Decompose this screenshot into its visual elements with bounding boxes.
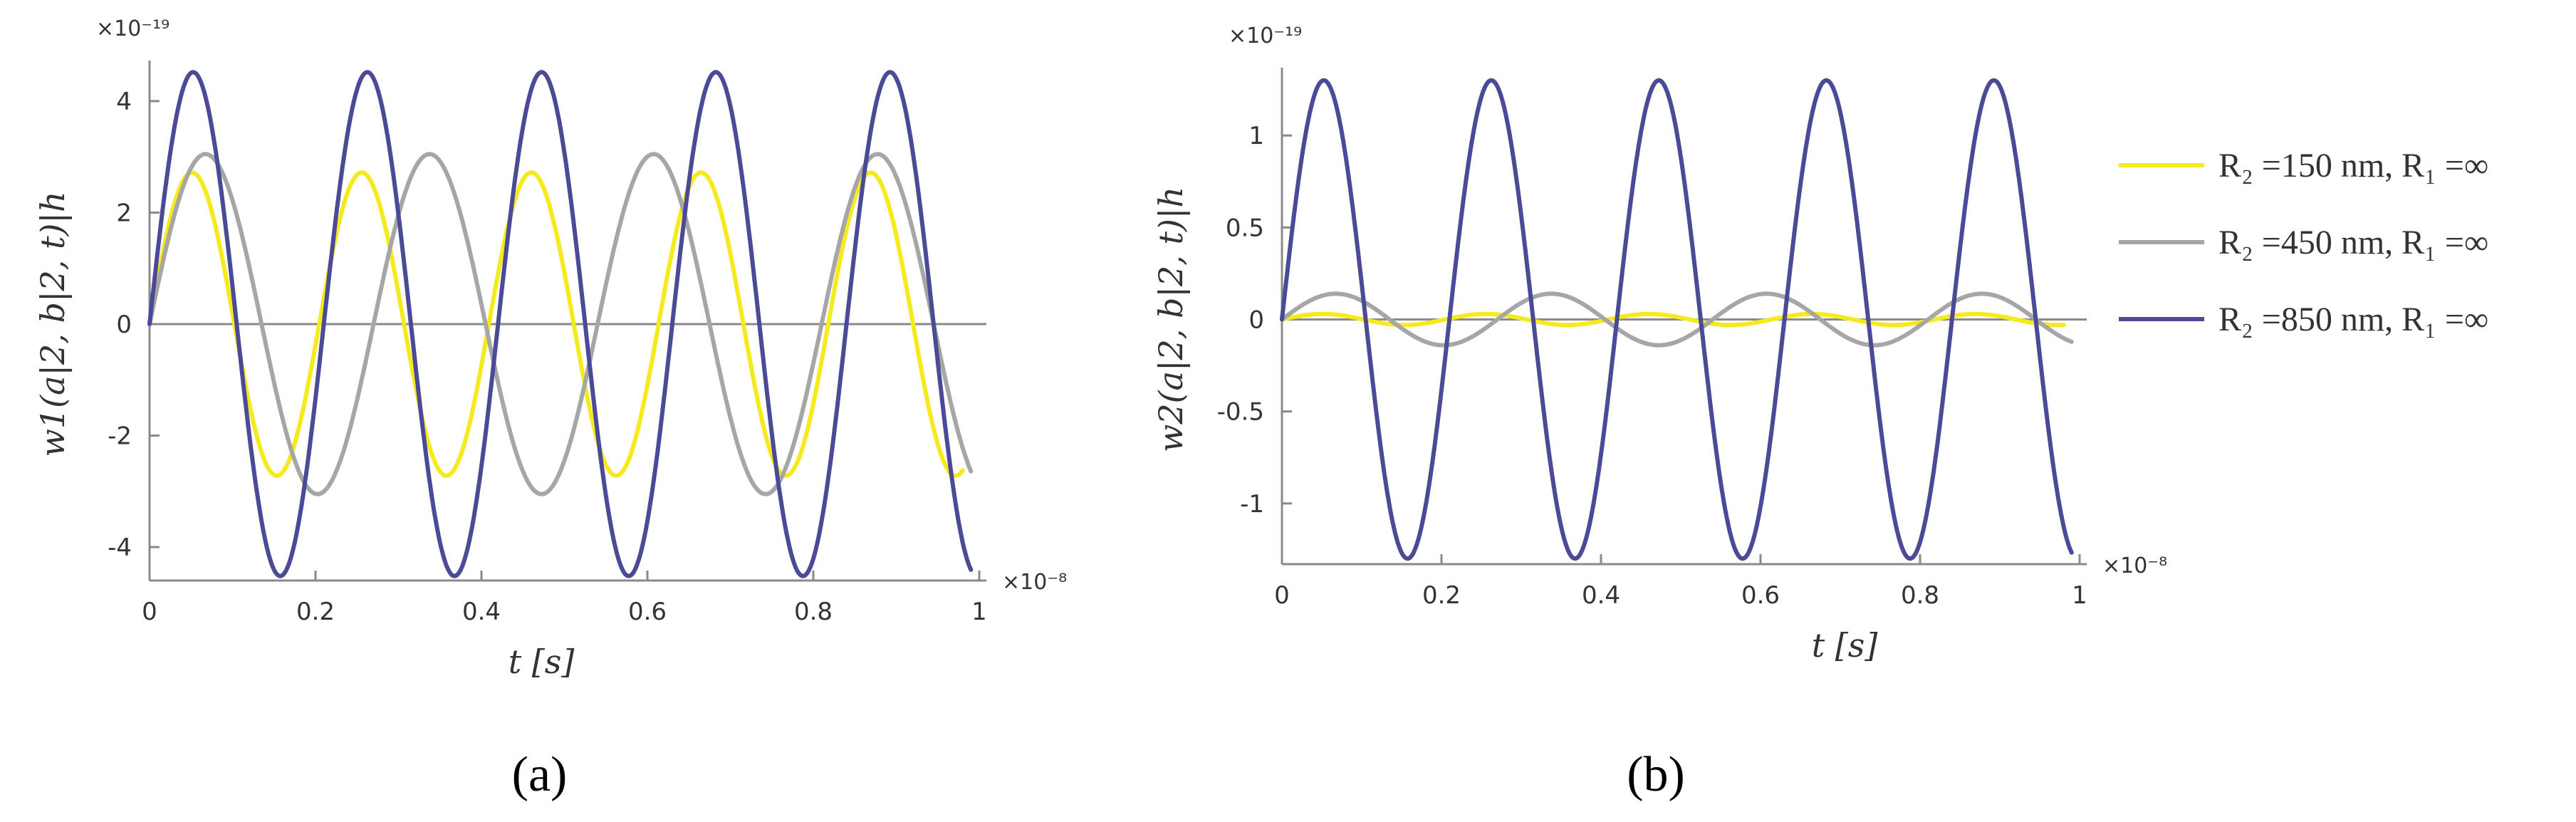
x-axis-title: t [s] [509, 642, 575, 681]
series-line-2 [147, 152, 974, 496]
y-axis-title: w2(a|2, b|2, t)|h [1152, 187, 1190, 452]
x-tick-label: 0 [142, 598, 157, 626]
y-exponent-label: ×10⁻¹⁹ [96, 16, 170, 41]
x-tick-label: 0 [1274, 581, 1290, 610]
x-tick-label: 1 [971, 598, 987, 626]
x-exponent-label: ×10⁻⁸ [2102, 553, 2167, 578]
legend-label: R₂ =450 nm, R₁ =∞ [2218, 224, 2488, 261]
series-group [1280, 78, 2074, 561]
x-tick-label: 0.6 [628, 598, 667, 626]
x-exponent-label: ×10⁻⁸ [1002, 570, 1067, 595]
x-tick-label: 0.6 [1741, 581, 1780, 610]
y-tick-label: 2 [116, 199, 132, 227]
legend-item: R₂ =850 nm, R₁ =∞ [2119, 301, 2488, 338]
series-line-3 [1280, 78, 2074, 561]
series-line-1 [1280, 311, 2066, 328]
legend-label: R₂ =150 nm, R₁ =∞ [2218, 147, 2488, 184]
chart-panel-b: 0 0.2 0.4 0.6 0.8 1 -1 -0.5 0 0.5 1 ×10⁻⁸ ×10⁻¹⁹ t [s… [1152, 24, 2167, 802]
y-tick-label: 1 [1248, 122, 1264, 150]
y-exponent-label: ×10⁻¹⁹ [1229, 24, 1302, 48]
y-tick-label: -1 [1240, 490, 1264, 519]
x-tick-label: 0.2 [1422, 581, 1461, 610]
x-tick-label: 1 [2072, 581, 2087, 610]
legend-label: R₂ =850 nm, R₁ =∞ [2218, 301, 2488, 338]
y-tick-label: 0 [116, 311, 132, 339]
chart-panel-a: 0 0.2 0.4 0.6 0.8 1 -4 -2 0 2 4 ×10⁻⁸ ×10⁻¹⁹ t [s] w1(… [33, 16, 1067, 802]
y-tick-label: 0 [1248, 306, 1264, 335]
axes: 0 0.2 0.4 0.6 0.8 1 -4 -2 0 2 4 ×10⁻⁸ ×10⁻¹⁹ t [s] w1(… [33, 16, 1067, 681]
x-tick-label: 0.8 [1901, 581, 1939, 610]
panel-label: (b) [1627, 747, 1685, 802]
x-tick-label: 0.8 [794, 598, 833, 626]
y-tick-label: 4 [116, 88, 132, 116]
y-tick-label: -0.5 [1217, 398, 1264, 427]
chart-legend: R₂ =150 nm, R₁ =∞ R₂ =450 nm, R₁ =∞ R₂ =85… [2119, 147, 2488, 338]
legend-item: R₂ =150 nm, R₁ =∞ [2119, 147, 2488, 184]
series-group [147, 70, 974, 578]
y-tick-label: 0.5 [1226, 214, 1264, 242]
series-line-3 [147, 70, 974, 578]
legend-item: R₂ =450 nm, R₁ =∞ [2119, 224, 2488, 261]
x-tick-label: 0.2 [296, 598, 335, 626]
series-line-2 [1280, 291, 2074, 348]
y-tick-label: -4 [108, 534, 132, 562]
y-tick-label: -2 [108, 422, 132, 451]
panel-label: (a) [512, 747, 568, 802]
x-tick-label: 0.4 [462, 598, 501, 626]
series-line-1 [147, 170, 965, 478]
x-tick-label: 0.4 [1582, 581, 1620, 610]
x-axis-title: t [s] [1812, 626, 1878, 665]
y-axis-title: w1(a|2, b|2, t)|h [33, 191, 72, 457]
